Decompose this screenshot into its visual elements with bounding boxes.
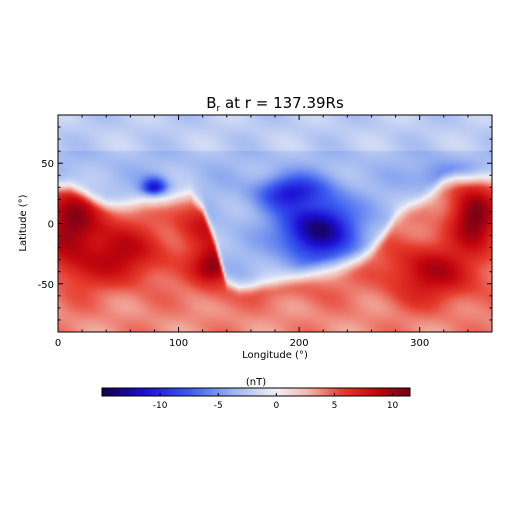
y-tick-label: -50 xyxy=(38,280,54,291)
colorbar-tick-label: 0 xyxy=(273,401,279,411)
x-tick-label: 100 xyxy=(169,338,188,349)
y-tick-label: 0 xyxy=(48,220,54,231)
colorbar-tick-label: -10 xyxy=(153,401,168,411)
colorbar-tick-label: 5 xyxy=(332,401,338,411)
x-tick-label: 0 xyxy=(55,338,61,349)
chart-title-rest: at r = 137.39Rs xyxy=(220,94,344,112)
colorbar-ticks: -10 -5 0 5 10 xyxy=(153,393,399,411)
x-tick-label: 300 xyxy=(410,338,429,349)
colorbar-label: (nT) xyxy=(246,377,266,388)
x-axis-ticks: 0 100 200 300 xyxy=(55,115,493,349)
plot-area xyxy=(58,115,492,332)
y-tick-label: 50 xyxy=(41,159,54,170)
colorbar-tick-label: -5 xyxy=(214,401,223,411)
y-axis-ticks: -50 0 50 xyxy=(38,126,492,321)
heatmap-image xyxy=(58,115,492,332)
y-axis-label: Latitude (°) xyxy=(18,194,29,251)
chart-title-subscript: r xyxy=(216,104,220,114)
colorbar-tick-label: 10 xyxy=(387,401,399,411)
x-axis-label: Longitude (°) xyxy=(242,350,308,361)
chart-title-main: B xyxy=(206,94,216,112)
x-tick-label: 200 xyxy=(290,338,309,349)
colorbar xyxy=(101,387,411,397)
chart-title: Br at r = 137.39Rs xyxy=(206,94,344,114)
